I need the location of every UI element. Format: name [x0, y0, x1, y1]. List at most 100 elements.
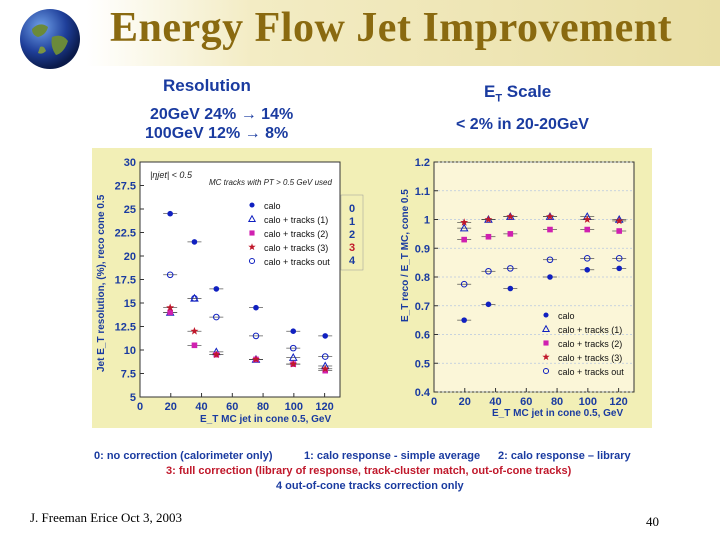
point-calo [485, 301, 492, 308]
point-calo-tracks-out [252, 332, 260, 340]
y-tick-label: 1.2 [415, 157, 430, 169]
point-calo-tracks-out [166, 271, 174, 279]
point-calo-tracks-out [289, 344, 297, 352]
legend-label: calo + tracks (1) [264, 215, 328, 225]
point-calo-tracks-3 [546, 212, 554, 220]
point-calo-tracks-out [321, 353, 329, 360]
point-calo-tracks-3 [321, 364, 330, 373]
point-calo-tracks-3 [166, 303, 175, 312]
point-calo-tracks-3 [506, 212, 515, 220]
legend-label: calo + tracks out [264, 257, 330, 267]
note-3: 3: full correction (library of response,… [166, 465, 572, 477]
scale-line: < 2% in 20-20GeV [456, 116, 589, 133]
point-calo-tracks-1 [459, 223, 469, 232]
index-box-item: 2 [349, 229, 355, 241]
x-tick-label: 60 [226, 401, 238, 413]
point-calo-tracks-2 [461, 236, 467, 243]
legend-marker-calo-tracks-1 [541, 324, 551, 333]
x-tick-label: 40 [489, 396, 501, 408]
legend-marker-calo [543, 312, 549, 318]
x-tick-label: 120 [609, 396, 627, 408]
x-tick-label: 80 [257, 401, 269, 413]
y-tick-label: 22.5 [115, 228, 136, 240]
x-tick-label: 100 [579, 396, 597, 408]
point-calo-tracks-2 [322, 367, 329, 374]
legend-marker-calo-tracks-2 [249, 230, 255, 236]
y-tick-label: 30 [124, 157, 136, 169]
legend-marker-calo-tracks-3 [248, 243, 256, 251]
y-tick-label: 17.5 [115, 275, 136, 287]
legend-marker-calo-tracks-out [248, 257, 256, 265]
point-calo-tracks-2 [167, 309, 173, 316]
y-tick-label: 0.7 [415, 301, 430, 313]
scale-heading-sub: T [495, 92, 503, 105]
note-2: 2: calo response – library [498, 450, 631, 462]
point-calo-tracks-out [485, 267, 492, 275]
y-tick-label: 0.6 [415, 330, 430, 342]
x-tick-label: 120 [315, 401, 333, 413]
point-calo-tracks-2 [584, 226, 591, 233]
y-tick-label: 0.8 [415, 272, 430, 284]
y-tick-label: 7.5 [121, 369, 136, 381]
legend-label: calo + tracks (3) [558, 353, 622, 363]
left-annotation-tracks: MC tracks with PT > 0.5 GeV used [209, 178, 332, 187]
page-number: 40 [646, 514, 659, 529]
y-tick-label: 0.5 [415, 358, 430, 370]
point-calo-tracks-3 [252, 355, 260, 363]
y-tick-label: 27.5 [115, 181, 136, 193]
point-calo [253, 304, 259, 311]
scale-heading-rest: Scale [502, 82, 552, 101]
right-ylabel: E_T reco / E_T MC, cone 0.5 [400, 189, 411, 322]
y-tick-label: 0.9 [415, 243, 430, 255]
point-calo-tracks-3 [460, 218, 469, 226]
point-calo-tracks-3 [583, 215, 592, 223]
x-tick-label: 20 [165, 401, 177, 413]
x-tick-label: 100 [285, 401, 303, 413]
y-tick-label: 5 [130, 392, 136, 404]
y-tick-label: 1 [424, 215, 430, 227]
legend-marker-calo-tracks-2 [543, 340, 549, 346]
point-calo [191, 239, 198, 245]
x-tick-label: 80 [551, 396, 563, 408]
note-1: 1: calo response - simple average [304, 450, 481, 462]
point-calo-tracks-out [191, 295, 198, 302]
y-tick-label: 12.5 [115, 322, 136, 334]
point-calo-tracks-3 [484, 215, 493, 223]
x-tick-label: 60 [520, 396, 532, 408]
index-box [340, 194, 364, 271]
x-tick-label: 20 [459, 396, 471, 408]
point-calo-tracks-out [460, 280, 468, 288]
left-plot-frame [139, 161, 341, 398]
index-box-item: 0 [349, 203, 355, 215]
index-box-item: 1 [349, 216, 355, 228]
y-tick-label: 1.1 [415, 186, 430, 198]
point-calo [461, 317, 467, 323]
legend-label: calo + tracks (2) [558, 339, 622, 349]
point-calo-tracks-2 [507, 231, 514, 237]
legend-marker-calo-tracks-3 [542, 353, 550, 361]
legend-marker-calo-tracks-out [542, 367, 550, 375]
point-calo [213, 286, 220, 292]
point-calo-tracks-3 [212, 350, 221, 359]
point-calo-tracks-3 [289, 359, 298, 368]
index-box-item: 3 [349, 242, 355, 254]
y-tick-label: 10 [124, 345, 136, 357]
legend-label: calo + tracks (3) [264, 243, 328, 253]
legend-marker-calo-tracks-1 [247, 214, 257, 223]
note-0: 0: no correction (calorimeter only) [94, 450, 273, 462]
legend-label: calo + tracks out [558, 367, 624, 377]
x-tick-label: 0 [137, 401, 143, 413]
legend-label: calo [558, 311, 575, 321]
point-calo [322, 333, 329, 339]
legend-marker-calo [249, 202, 255, 208]
point-calo-tracks-out [507, 265, 514, 272]
point-calo-tracks-2 [547, 226, 553, 233]
point-calo [616, 265, 623, 272]
scale-heading-e: E [484, 82, 496, 101]
point-calo-tracks-2 [485, 233, 492, 240]
resolution-line-100gev: 100GeV 12% → 8% [145, 125, 289, 142]
point-calo-tracks-3 [615, 216, 624, 225]
x-tick-label: 40 [195, 401, 207, 413]
y-tick-label: 15 [124, 298, 136, 310]
